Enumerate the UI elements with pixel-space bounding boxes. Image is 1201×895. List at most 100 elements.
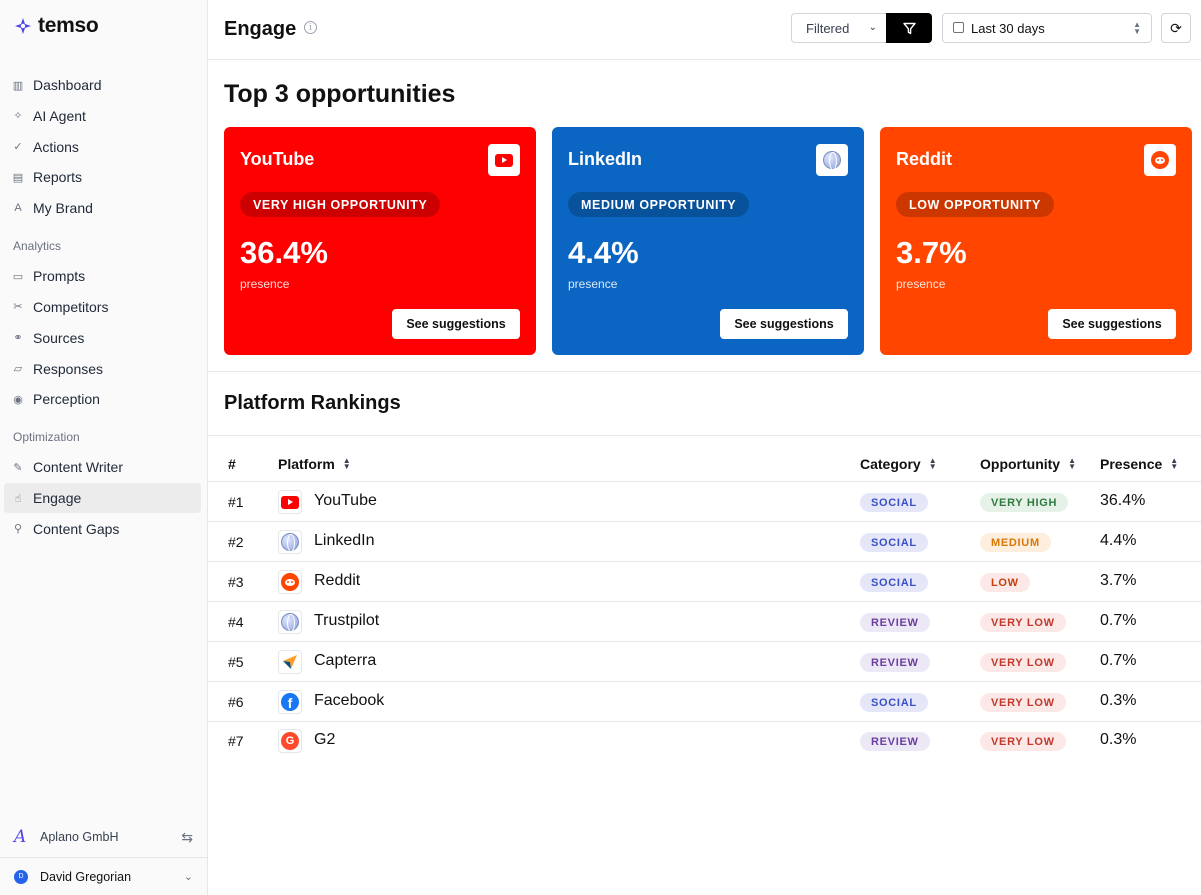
table-row[interactable]: #6 f Facebook SOCIAL VERY LOW 0.3%: [208, 682, 1201, 722]
info-icon[interactable]: i: [304, 21, 317, 34]
sidebar-item-label: Content Writer: [33, 459, 123, 476]
sidebar-item-label: Prompts: [33, 268, 86, 285]
row-rank: #2: [228, 534, 244, 550]
row-presence: 3.7%: [1100, 572, 1137, 589]
category-badge: SOCIAL: [860, 493, 928, 512]
sidebar-item-prompts[interactable]: ▭ Prompts: [4, 261, 201, 291]
youtube-icon: [488, 144, 520, 176]
sidebar-item-label: Sources: [33, 329, 85, 346]
date-range-select[interactable]: Last 30 days ▲ ▼: [942, 13, 1152, 43]
sidebar-item-label: Content Gaps: [33, 520, 120, 537]
row-presence: 0.3%: [1100, 692, 1137, 709]
sidebar-item-ai-agent[interactable]: ✧ AI Agent: [4, 101, 201, 131]
column-category[interactable]: Category ▲ ▼: [860, 456, 937, 472]
sidebar-item-sources[interactable]: ⚭ Sources: [4, 323, 201, 353]
eye-icon: ◉: [13, 393, 23, 406]
pencil-icon: ✎: [13, 461, 23, 474]
category-badge: REVIEW: [860, 732, 930, 751]
sidebar-item-dashboard[interactable]: ▥ Dashboard: [4, 70, 201, 100]
temso-logo-icon: [15, 18, 31, 34]
sort-icon: ▲ ▼: [342, 456, 351, 471]
row-rank: #6: [228, 694, 244, 710]
divider: [208, 435, 1201, 436]
opportunity-badge: VERY LOW: [980, 653, 1066, 672]
refresh-icon: ⟳: [1170, 19, 1182, 36]
sidebar-item-my-brand[interactable]: A My Brand: [4, 193, 201, 223]
row-platform: YouTube: [314, 492, 377, 509]
table-row[interactable]: #5 Capterra REVIEW VERY LOW 0.7%: [208, 642, 1201, 682]
page-title: Engage: [224, 18, 297, 40]
row-rank: #3: [228, 574, 244, 590]
row-presence: 4.4%: [1100, 532, 1137, 549]
sidebar-item-label: Engage: [33, 490, 82, 507]
avatar: D: [14, 869, 28, 884]
sidebar-item-content-gaps[interactable]: ⚲ Content Gaps: [4, 514, 201, 544]
date-range-value: Last 30 days: [971, 20, 1045, 36]
column-label: Category: [860, 456, 921, 472]
sidebar-item-reports[interactable]: ▤ Reports: [4, 162, 201, 192]
column-label: Platform: [278, 456, 335, 472]
table-row[interactable]: #7 G G2 REVIEW VERY LOW 0.3%: [208, 721, 1201, 761]
sidebar-item-competitors[interactable]: ✂ Competitors: [4, 292, 201, 322]
row-presence: 0.3%: [1100, 731, 1137, 748]
card-sub: presence: [240, 277, 290, 291]
sidebar-item-label: Reports: [33, 169, 83, 186]
org-switcher[interactable]: A Aplano GmbH ⇆: [0, 818, 207, 856]
chat-icon: ▱: [13, 363, 23, 376]
sidebar-item-responses[interactable]: ▱ Responses: [4, 354, 201, 384]
opportunity-badge: VERY LOW: [980, 732, 1066, 751]
sidebar-item-perception[interactable]: ◉ Perception: [4, 384, 201, 414]
category-badge: SOCIAL: [860, 573, 928, 592]
see-suggestions-button[interactable]: See suggestions: [720, 309, 848, 339]
file-icon: ▤: [12, 171, 24, 184]
divider: [208, 371, 1201, 372]
funnel-icon: [902, 22, 916, 34]
table-row[interactable]: #1 YouTube SOCIAL VERY HIGH 36.4%: [208, 482, 1201, 522]
column-opportunity[interactable]: Opportunity ▲ ▼: [980, 456, 1076, 472]
row-rank: #4: [228, 614, 244, 630]
reddit-icon: [278, 570, 302, 594]
org-name: Aplano GmbH: [40, 830, 119, 844]
user-menu[interactable]: D David Gregorian ⌄: [0, 857, 207, 895]
see-suggestions-button[interactable]: See suggestions: [1048, 309, 1176, 339]
row-platform: Facebook: [314, 692, 385, 709]
table-row[interactable]: #4 Trustpilot REVIEW VERY LOW 0.7%: [208, 602, 1201, 642]
sidebar-item-content-writer[interactable]: ✎ Content Writer: [4, 452, 201, 482]
swap-icon: ⇆: [181, 828, 193, 845]
capterra-icon: [278, 650, 302, 674]
table-row[interactable]: #2 LinkedIn SOCIAL MEDIUM 4.4%: [208, 522, 1201, 562]
filter-select[interactable]: Filtered ⌄: [791, 13, 887, 43]
opportunity-card-youtube: YouTube VERY HIGH OPPORTUNITY 36.4% pres…: [224, 127, 536, 355]
card-platform: Reddit: [896, 149, 952, 169]
row-rank: #7: [228, 733, 244, 749]
rankings-table-header: # Platform ▲ ▼ Category ▲ ▼ Opportunity ▲ ▼ Pr…: [208, 447, 1201, 482]
pointer-icon: ☝: [14, 492, 22, 505]
card-platform: LinkedIn: [568, 149, 643, 169]
column-label: Presence: [1100, 456, 1163, 472]
sidebar-item-engage[interactable]: ☝ Engage: [4, 483, 201, 514]
row-rank: #5: [228, 654, 244, 670]
sidebar-item-label: AI Agent: [33, 107, 86, 124]
brand-a-icon: A: [14, 202, 22, 215]
table-row[interactable]: #3 Reddit SOCIAL LOW 3.7%: [208, 562, 1201, 602]
opportunity-badge: VERY LOW: [980, 613, 1066, 632]
sidebar-item-actions[interactable]: ✓ Actions: [4, 132, 201, 162]
category-badge: SOCIAL: [860, 693, 928, 712]
brand-logo[interactable]: temso: [14, 14, 99, 38]
column-platform[interactable]: Platform ▲ ▼: [278, 456, 351, 472]
opportunities-title: Top 3 opportunities: [224, 80, 456, 108]
check-icon: ✓: [13, 141, 23, 154]
opportunity-badge: MEDIUM OPPORTUNITY: [568, 192, 750, 217]
search-icon: ⚲: [13, 523, 23, 536]
see-suggestions-button[interactable]: See suggestions: [392, 309, 520, 339]
refresh-button[interactable]: ⟳: [1161, 13, 1191, 43]
sidebar-item-label: Responses: [33, 360, 104, 377]
sidebar-item-label: Competitors: [33, 298, 109, 315]
filter-button[interactable]: [886, 13, 932, 43]
sidebar-section-analytics: Analytics: [13, 239, 62, 254]
rankings-title: Platform Rankings: [224, 392, 401, 414]
card-value: 4.4%: [568, 235, 639, 270]
row-platform: Trustpilot: [314, 612, 380, 629]
category-badge: REVIEW: [860, 613, 930, 632]
column-presence[interactable]: Presence ▲ ▼: [1100, 456, 1178, 472]
